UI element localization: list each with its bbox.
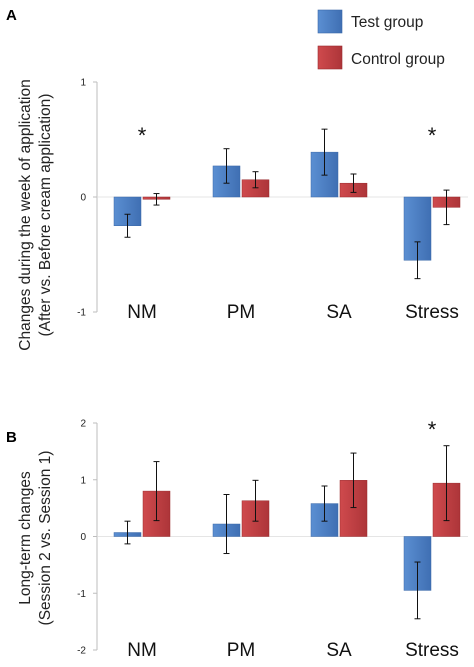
panel-a-ylabel-line1: Changes during the week of application [17, 79, 34, 350]
legend: Test group Control group [317, 9, 445, 70]
panel-letter-b: B [6, 429, 17, 446]
panel-a-y-tick-label: 1 [80, 78, 86, 89]
panel-a-ylabel-line2: (After vs. Before cream application) [37, 94, 54, 337]
panel-b-category-label: PM [227, 640, 256, 661]
panel-b-y-tick-label: -2 [77, 646, 86, 657]
panel-a-category-label: NM [127, 302, 157, 323]
legend-swatch-test [317, 9, 343, 34]
panel-b-ylabel-line2: (Session 2 vs. Session 1) [37, 451, 54, 626]
panel-a-significance-star: * [428, 123, 437, 148]
panel-a-category-label: Stress [405, 302, 459, 323]
panel-b-chart: 2 1 0 -1 -2 NM PM SA Stress * [77, 417, 468, 661]
panel-b-category-label: SA [326, 640, 352, 661]
panel-b-ylabel: Long-term changes (Session 2 vs. Session… [17, 451, 54, 626]
panel-b-y-tick-label: 2 [80, 419, 86, 430]
panel-a-ylabel: Changes during the week of application (… [17, 79, 54, 350]
panel-b-y-tick-label: -1 [77, 589, 86, 600]
panel-b-ylabel-line1: Long-term changes [17, 471, 34, 605]
panel-b-y-tick-label: 1 [80, 475, 86, 486]
panel-b-category-label: NM [127, 640, 157, 661]
panel-b-category-label: Stress [405, 640, 459, 661]
legend-label-test: Test group [351, 14, 423, 31]
panel-b-y-tick-label: 0 [80, 532, 86, 543]
panel-b-significance-star: * [428, 417, 437, 442]
panel-a-y-tick-label: 0 [80, 193, 86, 204]
panel-letter-a: A [6, 7, 17, 24]
panel-a-category-label: PM [227, 302, 256, 323]
panel-a-chart: 1 0 -1 NM PM SA Stress * * [77, 78, 468, 323]
panel-a-significance-star: * [138, 123, 147, 148]
panel-a-y-tick-label: -1 [77, 308, 86, 319]
panel-a-category-label: SA [326, 302, 352, 323]
legend-label-control: Control group [351, 51, 445, 68]
legend-swatch-control [317, 45, 343, 70]
